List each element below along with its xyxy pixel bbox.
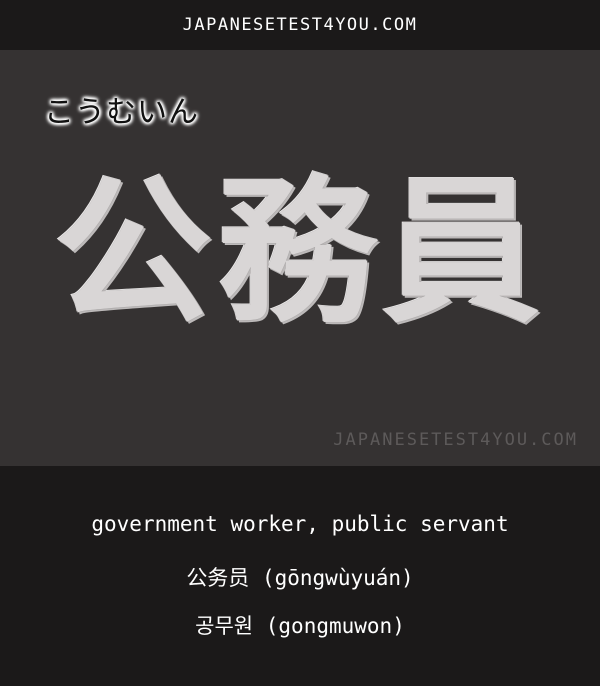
korean-translation: 공무원 (gongmuwon): [195, 614, 405, 638]
site-title: JAPANESETEST4YOU.COM: [182, 15, 418, 35]
vocabulary-card: こうむいん 公務員 JAPANESETEST4YOU.COM: [0, 50, 600, 466]
header-bar: JAPANESETEST4YOU.COM: [0, 0, 600, 50]
chinese-translation: 公务员 (gōngwùyuán): [186, 566, 414, 590]
translation-panel: government worker, public servant 公务员 (g…: [0, 466, 600, 686]
kanji-word: 公務員: [54, 161, 546, 345]
hiragana-reading: こうむいん: [44, 95, 199, 130]
english-meaning: government worker, public servant: [91, 512, 509, 536]
watermark: JAPANESETEST4YOU.COM: [333, 430, 578, 450]
